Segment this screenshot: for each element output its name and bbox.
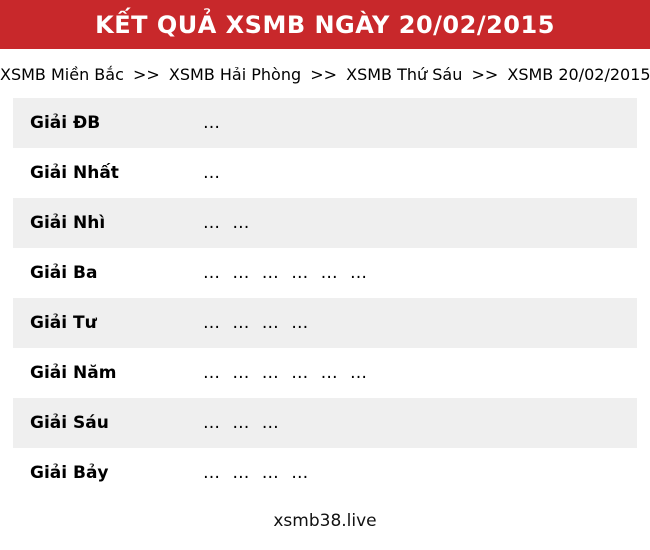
prize-value: … … …	[203, 413, 280, 433]
breadcrumb-separator: >>	[471, 65, 499, 84]
breadcrumb: XSMB Miền Bắc >> XSMB Hải Phòng >> XSMB …	[0, 63, 650, 87]
breadcrumb-separator: >>	[132, 65, 160, 84]
results-table: Giải ĐB … Giải Nhất … Giải Nhì … … Giải …	[13, 98, 637, 498]
table-row: Giải Tư … … … …	[13, 298, 637, 348]
page-header: KẾT QUẢ XSMB NGÀY 20/02/2015	[0, 0, 650, 49]
table-row: Giải Ba … … … … … …	[13, 248, 637, 298]
results-table-body: Giải ĐB … Giải Nhất … Giải Nhì … … Giải …	[13, 98, 637, 498]
table-row: Giải Sáu … … …	[13, 398, 637, 448]
table-row: Giải Bảy … … … …	[13, 448, 637, 498]
prize-value: … … … …	[203, 313, 310, 333]
breadcrumb-item[interactable]: XSMB Hải Phòng	[168, 65, 302, 84]
prize-label: Giải Tư	[30, 313, 97, 333]
page-title: KẾT QUẢ XSMB NGÀY 20/02/2015	[95, 10, 555, 39]
prize-label: Giải Ba	[30, 263, 98, 283]
prize-label: Giải ĐB	[30, 113, 101, 133]
prize-value: … …	[203, 213, 251, 233]
table-row: Giải Nhất …	[13, 148, 637, 198]
prize-value: … … … … … …	[203, 263, 369, 283]
table-row: Giải Năm … … … … … …	[13, 348, 637, 398]
page-footer: xsmb38.live	[0, 511, 650, 531]
breadcrumb-item[interactable]: XSMB Miền Bắc	[0, 65, 124, 84]
breadcrumb-item[interactable]: XSMB Thứ Sáu	[346, 65, 463, 84]
prize-label: Giải Nhì	[30, 213, 106, 233]
prize-label: Giải Sáu	[30, 413, 109, 433]
prize-label: Giải Năm	[30, 363, 117, 383]
table-row: Giải ĐB …	[13, 98, 637, 148]
prize-label: Giải Nhất	[30, 163, 119, 183]
prize-value: … … … …	[203, 463, 310, 483]
prize-value: …	[203, 113, 221, 133]
site-name: xsmb38.live	[273, 511, 377, 531]
breadcrumb-item[interactable]: XSMB 20/02/2015	[507, 65, 650, 84]
prize-value: … … … … … …	[203, 363, 369, 383]
prize-label: Giải Bảy	[30, 463, 109, 483]
breadcrumb-separator: >>	[310, 65, 338, 84]
prize-value: …	[203, 163, 221, 183]
table-row: Giải Nhì … …	[13, 198, 637, 248]
